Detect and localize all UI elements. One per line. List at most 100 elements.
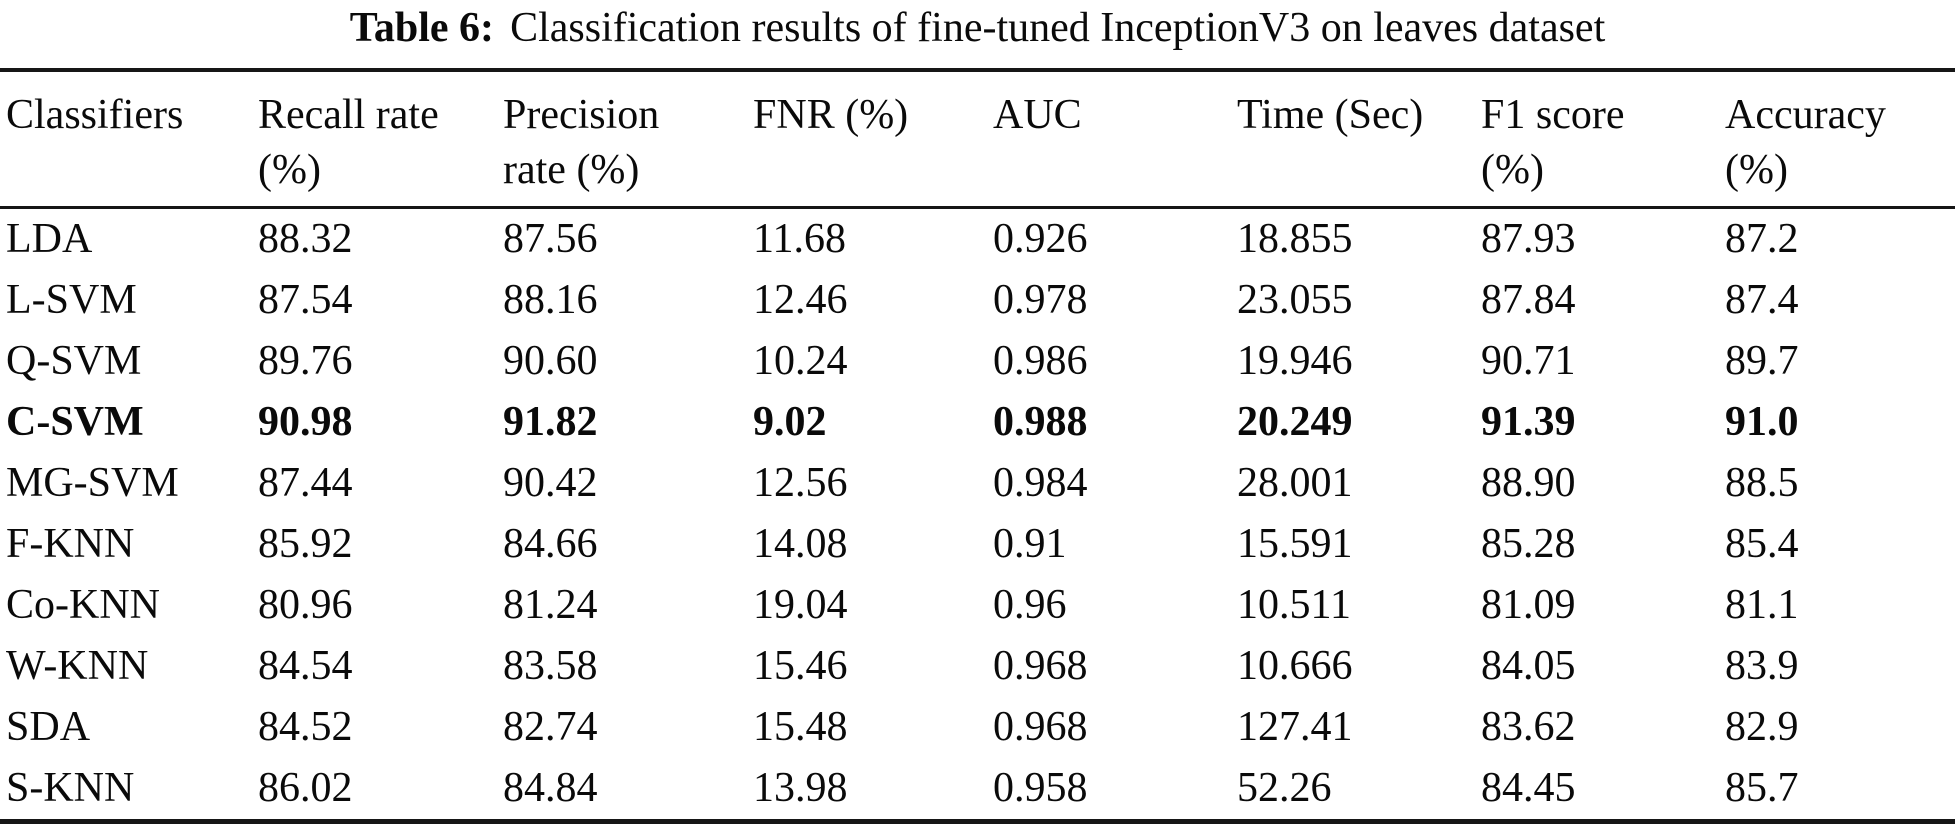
cell-classifier: MG-SVM — [6, 460, 179, 506]
table-row: LDA 88.32 87.56 11.68 0.926 18.855 87.93… — [0, 208, 1955, 271]
cell-fnr: 9.02 — [753, 399, 827, 445]
cell-classifier: C-SVM — [6, 399, 144, 445]
cell-auc: 0.958 — [993, 765, 1088, 811]
cell-recall-rate: 90.98 — [258, 399, 353, 445]
cell-time: 10.666 — [1237, 643, 1353, 689]
header-recall-rate: Recall rate (%) — [258, 70, 503, 209]
header-accuracy: Accuracy (%) — [1725, 70, 1955, 209]
header-time: Time (Sec) — [1237, 70, 1481, 209]
cell-f1-score: 84.05 — [1481, 643, 1576, 689]
header-classifiers: Classifiers — [0, 70, 258, 209]
cell-f1-score: 85.28 — [1481, 521, 1576, 567]
cell-auc: 0.988 — [993, 399, 1088, 445]
cell-time: 10.511 — [1237, 582, 1351, 628]
cell-fnr: 10.24 — [753, 338, 848, 384]
cell-time: 52.26 — [1237, 765, 1332, 811]
cell-fnr: 13.98 — [753, 765, 848, 811]
cell-classifier: S-KNN — [6, 765, 135, 811]
table-row: Co-KNN 80.96 81.24 19.04 0.96 10.511 81.… — [0, 575, 1955, 636]
cell-classifier: Q-SVM — [6, 338, 142, 384]
cell-precision-rate: 84.84 — [503, 765, 598, 811]
cell-precision-rate: 81.24 — [503, 582, 598, 628]
table-row: L-SVM 87.54 88.16 12.46 0.978 23.055 87.… — [0, 270, 1955, 331]
cell-f1-score: 87.84 — [1481, 277, 1576, 323]
table-row: SDA 84.52 82.74 15.48 0.968 127.41 83.62… — [0, 697, 1955, 758]
cell-precision-rate: 88.16 — [503, 277, 598, 323]
cell-classifier: SDA — [6, 704, 91, 750]
table-body: LDA 88.32 87.56 11.68 0.926 18.855 87.93… — [0, 208, 1955, 822]
cell-time: 15.591 — [1237, 521, 1353, 567]
header-f1-score: F1 score (%) — [1481, 70, 1725, 209]
table-row: F-KNN 85.92 84.66 14.08 0.91 15.591 85.2… — [0, 514, 1955, 575]
cell-auc: 0.986 — [993, 338, 1088, 384]
table-header: Classifiers Recall rate (%) Precision ra… — [0, 70, 1955, 209]
cell-recall-rate: 87.54 — [258, 277, 353, 323]
cell-recall-rate: 80.96 — [258, 582, 353, 628]
cell-fnr: 15.46 — [753, 643, 848, 689]
caption-text: Classification results of fine-tuned Inc… — [510, 5, 1606, 51]
cell-precision-rate: 87.56 — [503, 216, 598, 262]
cell-auc: 0.968 — [993, 704, 1088, 750]
cell-accuracy: 85.4 — [1725, 521, 1799, 567]
cell-auc: 0.96 — [993, 582, 1067, 628]
cell-classifier: F-KNN — [6, 521, 135, 567]
cell-precision-rate: 83.58 — [503, 643, 598, 689]
cell-fnr: 14.08 — [753, 521, 848, 567]
cell-f1-score: 88.90 — [1481, 460, 1576, 506]
cell-f1-score: 84.45 — [1481, 765, 1576, 811]
table-row: MG-SVM 87.44 90.42 12.56 0.984 28.001 88… — [0, 453, 1955, 514]
cell-classifier: L-SVM — [6, 277, 137, 323]
cell-recall-rate: 84.54 — [258, 643, 353, 689]
cell-fnr: 19.04 — [753, 582, 848, 628]
cell-precision-rate: 84.66 — [503, 521, 598, 567]
table-row: Q-SVM 89.76 90.60 10.24 0.986 19.946 90.… — [0, 331, 1955, 392]
header-fnr: FNR (%) — [753, 70, 993, 209]
cell-time: 19.946 — [1237, 338, 1353, 384]
cell-recall-rate: 86.02 — [258, 765, 353, 811]
cell-fnr: 15.48 — [753, 704, 848, 750]
cell-f1-score: 83.62 — [1481, 704, 1576, 750]
cell-auc: 0.91 — [993, 521, 1067, 567]
cell-accuracy: 88.5 — [1725, 460, 1799, 506]
cell-auc: 0.984 — [993, 460, 1088, 506]
cell-classifier: Co-KNN — [6, 582, 160, 628]
cell-f1-score: 81.09 — [1481, 582, 1576, 628]
cell-auc: 0.968 — [993, 643, 1088, 689]
cell-accuracy: 85.7 — [1725, 765, 1799, 811]
cell-precision-rate: 91.82 — [503, 399, 598, 445]
cell-recall-rate: 85.92 — [258, 521, 353, 567]
table-row: C-SVM 90.98 91.82 9.02 0.988 20.249 91.3… — [0, 392, 1955, 453]
cell-f1-score: 91.39 — [1481, 399, 1576, 445]
header-auc: AUC — [993, 70, 1237, 209]
cell-accuracy: 81.1 — [1725, 582, 1799, 628]
table-row: S-KNN 86.02 84.84 13.98 0.958 52.26 84.4… — [0, 758, 1955, 822]
cell-recall-rate: 88.32 — [258, 216, 353, 262]
cell-precision-rate: 90.60 — [503, 338, 598, 384]
cell-recall-rate: 84.52 — [258, 704, 353, 750]
cell-auc: 0.926 — [993, 216, 1088, 262]
cell-time: 20.249 — [1237, 399, 1353, 445]
cell-time: 127.41 — [1237, 704, 1353, 750]
cell-fnr: 12.56 — [753, 460, 848, 506]
cell-classifier: W-KNN — [6, 643, 149, 689]
cell-recall-rate: 87.44 — [258, 460, 353, 506]
cell-accuracy: 87.2 — [1725, 216, 1799, 262]
cell-time: 28.001 — [1237, 460, 1353, 506]
cell-classifier: LDA — [6, 216, 93, 262]
cell-time: 18.855 — [1237, 216, 1353, 262]
table-row: W-KNN 84.54 83.58 15.46 0.968 10.666 84.… — [0, 636, 1955, 697]
cell-f1-score: 87.93 — [1481, 216, 1576, 262]
cell-accuracy: 87.4 — [1725, 277, 1799, 323]
cell-accuracy: 91.0 — [1725, 399, 1799, 445]
cell-fnr: 12.46 — [753, 277, 848, 323]
cell-auc: 0.978 — [993, 277, 1088, 323]
cell-fnr: 11.68 — [753, 216, 846, 262]
cell-time: 23.055 — [1237, 277, 1353, 323]
header-row: Classifiers Recall rate (%) Precision ra… — [0, 70, 1955, 209]
header-precision-rate: Precision rate (%) — [503, 70, 753, 209]
cell-accuracy: 82.9 — [1725, 704, 1799, 750]
cell-precision-rate: 90.42 — [503, 460, 598, 506]
cell-accuracy: 89.7 — [1725, 338, 1799, 384]
table-caption: Table 6: Classification results of fine-… — [0, 0, 1955, 68]
